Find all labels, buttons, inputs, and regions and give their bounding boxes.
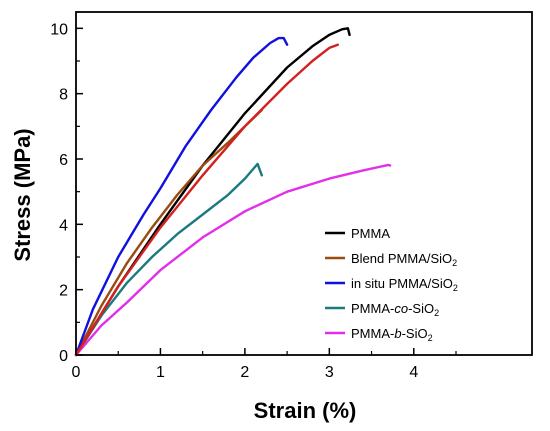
overlay-line (74, 43, 339, 357)
legend-label-part: PMMA (351, 226, 390, 241)
legend-item: PMMA-b-SiO2 (325, 326, 433, 343)
y-axis-title: Stress (MPa) (10, 128, 35, 261)
legend-label-part: 2 (453, 283, 458, 293)
y-tick-label: 2 (59, 283, 68, 300)
y-tick-label: 6 (59, 152, 68, 169)
y-tick-label: 0 (59, 348, 68, 365)
series-layer (74, 27, 392, 357)
x-tick-label: 1 (156, 364, 165, 381)
y-tick-label: 4 (59, 217, 68, 234)
series-line-2 (74, 36, 289, 357)
x-tick-label: 0 (72, 364, 81, 381)
legend-label-part: b (394, 326, 401, 341)
legend-label: Blend PMMA/SiO2 (351, 251, 457, 268)
legend-label-part: 2 (434, 308, 439, 318)
legend-label-part: Blend PMMA/SiO (351, 251, 452, 266)
legend-label-part: PMMA- (351, 301, 394, 316)
series-line-4 (74, 163, 392, 357)
series-line-1 (74, 108, 263, 357)
legend-label-part: -SiO (408, 301, 434, 316)
legend-label-part: 2 (452, 258, 457, 268)
series-line-3 (74, 162, 263, 357)
plot-frame (75, 11, 533, 356)
legend-item: PMMA (325, 226, 390, 241)
y-tick-label: 8 (59, 87, 68, 104)
legend-label: PMMA-co-SiO2 (351, 301, 439, 318)
legend-label-part: co (394, 301, 408, 316)
legend-item: Blend PMMA/SiO2 (325, 251, 457, 268)
legend-label-part: 2 (428, 333, 433, 343)
x-tick-label: 3 (325, 364, 334, 381)
legend-label: PMMA (351, 226, 390, 241)
x-tick-label: 2 (240, 364, 249, 381)
legend-item: in situ PMMA/SiO2 (325, 276, 458, 293)
series-line-0 (74, 27, 351, 357)
axes-layer: 0 1 2 3 4 0 2 4 6 8 10 (50, 21, 457, 381)
legend-label-part: -SiO (402, 326, 428, 341)
plot-area (75, 11, 533, 356)
legend-item: PMMA-co-SiO2 (325, 301, 439, 318)
legend-label: in situ PMMA/SiO2 (351, 276, 458, 293)
x-tick-label: 4 (409, 364, 418, 381)
y-tick-label: 10 (50, 21, 68, 38)
legend-label: PMMA-b-SiO2 (351, 326, 433, 343)
legend-label-part: in situ PMMA/SiO (351, 276, 453, 291)
legend-label-part: PMMA- (351, 326, 394, 341)
x-axis-title: Strain (%) (254, 398, 357, 423)
